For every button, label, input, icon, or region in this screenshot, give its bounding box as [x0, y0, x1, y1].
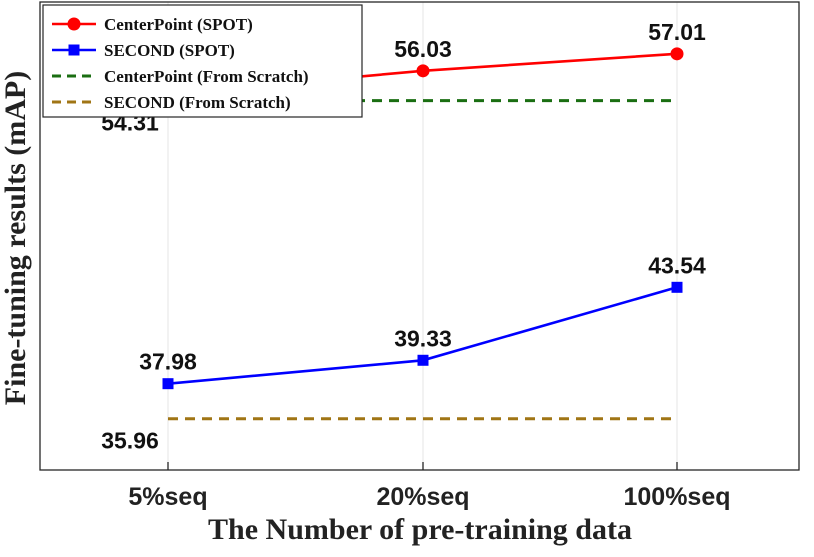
data-label-centerpoint-spot-20-seq: 56.03: [394, 36, 452, 62]
marker-centerpoint-spot-20-seq: [416, 64, 430, 78]
marker-second-spot-20-seq: [417, 354, 429, 366]
legend-box: [42, 4, 363, 118]
x-tick-label-20-seq: 20%seq: [376, 483, 469, 511]
data-label-centerpoint-spot-100-seq: 57.01: [648, 19, 706, 45]
x-tick-label-100-seq: 100%seq: [623, 483, 730, 511]
marker-centerpoint-spot-100-seq: [670, 47, 684, 61]
marker-second-spot-100-seq: [671, 281, 683, 293]
legend-label-centerpoint-from-scratch: CenterPoint (From Scratch): [104, 67, 309, 86]
x-axis-ticks: 5%seq 20%seq 100%seq: [128, 462, 731, 511]
legend-marker-centerpoint-spot: [67, 17, 81, 31]
legend: CenterPoint (SPOT) SECOND (SPOT) CenterPoi…: [42, 4, 363, 118]
data-label-second-spot-20-seq: 39.33: [394, 325, 452, 351]
x-tick-label-5-seq: 5%seq: [128, 483, 207, 511]
x-axis-title: The Number of pre-training data: [208, 513, 632, 546]
y-axis-title: Fine-tuning results (mAP): [0, 71, 32, 405]
data-label-second-from-scratch-5-seq: 35.96: [101, 428, 159, 454]
legend-label-second-spot: SECOND (SPOT): [104, 41, 235, 60]
data-label-second-spot-5-seq: 37.98: [139, 349, 197, 375]
plot-area-frame: [39, 1, 800, 471]
data-label-second-spot-100-seq: 43.54: [648, 252, 706, 278]
legend-marker-second-spot: [68, 44, 80, 56]
legend-label-centerpoint-spot: CenterPoint (SPOT): [104, 15, 253, 34]
legend-label-second-from-scratch: SECOND (From Scratch): [104, 93, 291, 112]
marker-second-spot-5-seq: [162, 378, 174, 390]
